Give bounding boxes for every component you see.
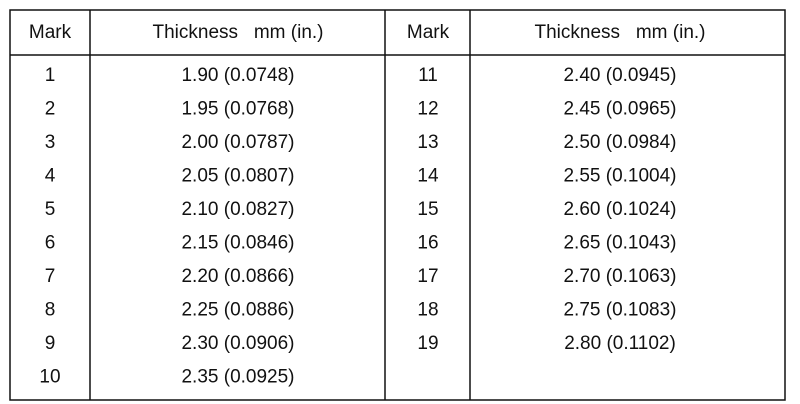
thickness-cell: 2.50 (0.0984) [563,132,676,153]
mark-cell: 13 [417,132,438,153]
thickness-cell: 1.95 (0.0768) [181,99,294,120]
mark-cell: 15 [417,199,438,220]
thickness-cell: 2.10 (0.0827) [181,199,294,220]
column-header: Thickness mm (in.) [534,22,705,43]
thickness-cell: 2.70 (0.1063) [563,266,676,287]
thickness-cell: 2.15 (0.0846) [181,233,294,254]
mark-cell: 7 [45,266,56,287]
thickness-cell: 2.65 (0.1043) [563,233,676,254]
mark-cell: 10 [39,367,60,388]
column-header: Mark [29,22,72,43]
mark-cell: 16 [417,233,438,254]
mark-cell: 6 [45,233,56,254]
mark-cell: 3 [45,132,56,153]
mark-cell: 12 [417,99,438,120]
thickness-cell: 2.30 (0.0906) [181,333,294,354]
mark-cell: 9 [45,333,56,354]
thickness-cell: 2.25 (0.0886) [181,300,294,321]
mark-cell: 8 [45,300,56,321]
thickness-cell: 2.35 (0.0925) [181,367,294,388]
mark-cell: 11 [418,65,438,86]
thickness-cell: 2.00 (0.0787) [181,132,294,153]
thickness-cell: 2.80 (0.1102) [564,333,676,354]
mark-cell: 5 [45,199,56,220]
mark-cell: 18 [417,300,438,321]
thickness-cell: 1.90 (0.0748) [181,65,294,86]
thickness-cell: 2.60 (0.1024) [563,199,676,220]
mark-cell: 17 [417,266,438,287]
thickness-cell: 2.45 (0.0965) [563,99,676,120]
mark-cell: 14 [417,166,439,187]
column-header: Mark [407,22,450,43]
thickness-cell: 2.05 (0.0807) [181,166,294,187]
mark-cell: 2 [45,99,56,120]
thickness-cell: 2.75 (0.1083) [563,300,676,321]
thickness-cell: 2.20 (0.0866) [181,266,294,287]
table-border [9,9,786,401]
mark-cell: 19 [417,333,438,354]
mark-cell: 4 [45,166,56,187]
column-header: Thickness mm (in.) [152,22,323,43]
thickness-cell: 2.40 (0.0945) [563,65,676,86]
mark-cell: 1 [45,65,56,86]
thickness-cell: 2.55 (0.1004) [563,166,676,187]
